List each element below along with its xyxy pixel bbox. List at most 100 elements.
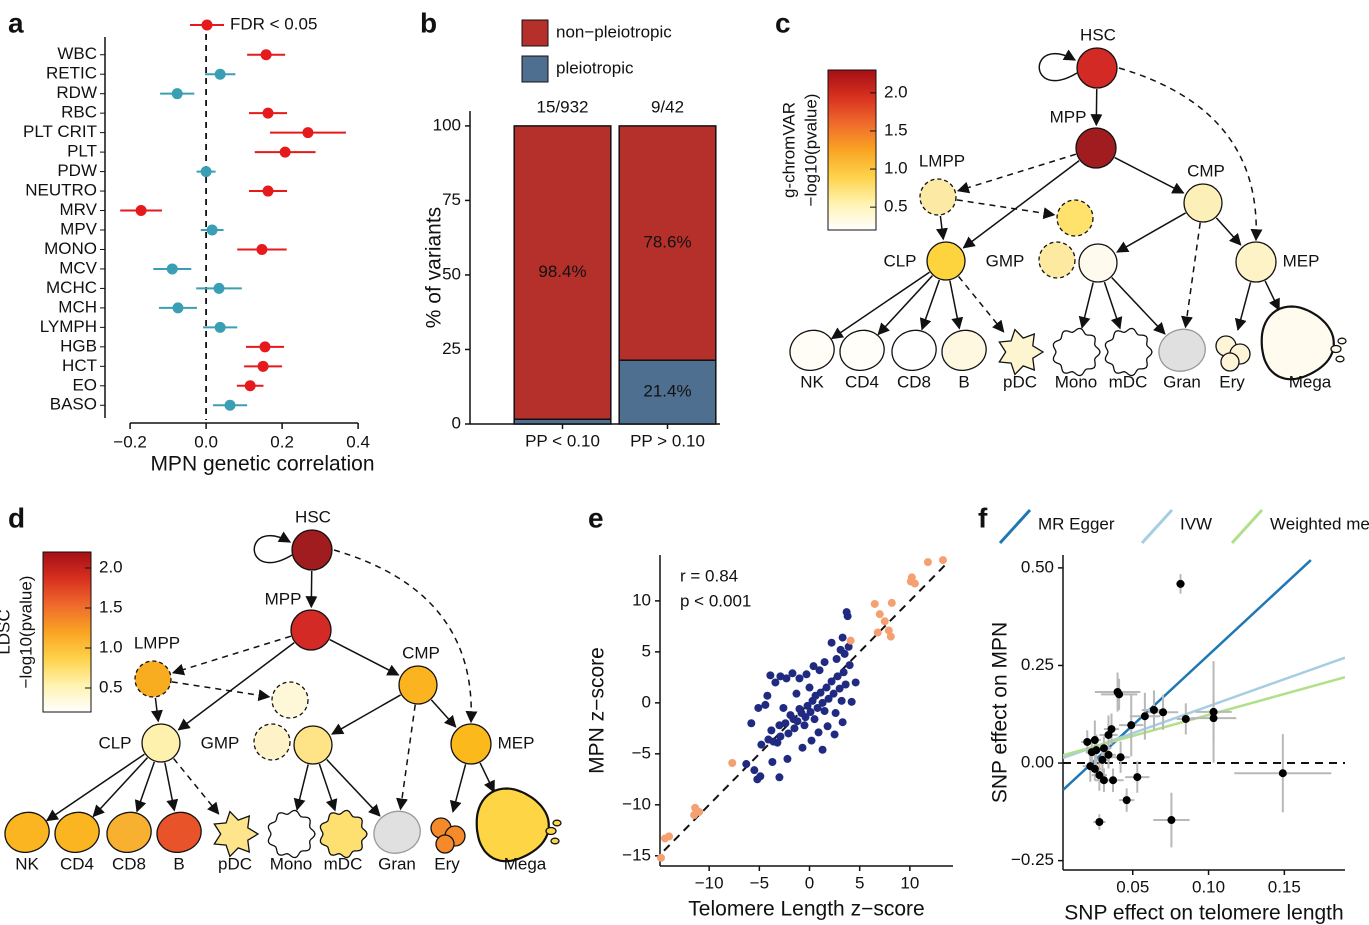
edge — [396, 704, 416, 811]
point — [1149, 705, 1158, 714]
category-label: PLT CRIT — [23, 122, 97, 141]
y-tick-label: −15 — [622, 845, 651, 864]
x-tick-label: 5 — [855, 873, 864, 892]
point — [845, 661, 854, 670]
cell-node — [1078, 243, 1118, 283]
x-axis-title: MPN genetic correlation — [150, 453, 374, 476]
point — [1099, 744, 1108, 753]
node-label: MPP — [265, 589, 302, 608]
point — [1090, 764, 1099, 773]
node-label: Mega — [1289, 372, 1332, 391]
point — [166, 263, 178, 275]
point — [1278, 769, 1287, 778]
colorbar-tick-label: 1.0 — [99, 637, 123, 656]
point — [1095, 817, 1104, 826]
node-label: mDC — [1109, 372, 1148, 391]
top-label: 9/42 — [651, 97, 684, 116]
point — [880, 617, 889, 626]
point — [665, 832, 674, 841]
colorbar-tick-label: 0.5 — [884, 197, 908, 216]
point — [1176, 579, 1185, 588]
point — [1104, 750, 1113, 759]
node-label: CMP — [402, 643, 440, 662]
edge — [962, 160, 1080, 249]
point — [836, 645, 845, 654]
category-label: LYMPH — [40, 317, 97, 336]
point — [837, 696, 846, 705]
node-label: Ery — [434, 854, 460, 873]
node-label: NK — [800, 372, 824, 391]
y-axis-title: SNP effect on MPN — [989, 622, 1012, 803]
edge — [164, 762, 179, 812]
node-label: GMP — [986, 251, 1025, 270]
legend-label: non−pleiotropic — [556, 22, 672, 41]
point — [830, 730, 839, 739]
edge — [171, 635, 292, 676]
point — [792, 689, 801, 698]
node-label: pDC — [218, 854, 252, 873]
point — [1140, 712, 1149, 721]
value-label: 98.4% — [538, 262, 586, 281]
edge — [479, 762, 495, 793]
point — [302, 127, 314, 139]
cell-node — [1076, 47, 1118, 89]
x-tick-label: 0.0 — [194, 432, 218, 451]
point — [260, 49, 272, 61]
cell-node — [926, 241, 966, 281]
point — [1181, 714, 1190, 723]
point — [824, 694, 833, 703]
point — [1209, 714, 1218, 723]
point — [779, 703, 788, 712]
node-label: mDC — [324, 854, 363, 873]
cell-node — [267, 809, 316, 859]
cell-node — [1220, 352, 1240, 372]
legend-label: pleiotropic — [556, 58, 634, 77]
point — [747, 719, 756, 728]
point — [171, 88, 183, 100]
colorbar — [827, 69, 877, 231]
edge — [1215, 217, 1242, 246]
point — [793, 717, 802, 726]
edge — [331, 694, 402, 735]
category-label: MRV — [60, 200, 98, 219]
point — [875, 610, 884, 619]
x-tick-label: 0.4 — [346, 432, 370, 451]
point — [838, 718, 847, 727]
category-label: RETIC — [46, 64, 97, 83]
point — [822, 683, 831, 692]
point — [214, 321, 226, 333]
cell-node — [1235, 241, 1277, 283]
point — [1107, 725, 1116, 734]
point — [795, 674, 804, 683]
edge — [830, 271, 930, 340]
point — [887, 598, 896, 607]
cell-node — [435, 834, 455, 854]
point — [742, 760, 751, 769]
point — [820, 658, 829, 667]
node-label: Mono — [1055, 372, 1098, 391]
cell-node — [54, 811, 100, 854]
category-label: MCHC — [46, 278, 97, 297]
colorbar-tick-label: 0.5 — [99, 677, 123, 696]
category-label: MPV — [60, 219, 98, 238]
point — [783, 754, 792, 763]
category-label: NEUTRO — [25, 181, 97, 200]
category-label: RBC — [61, 103, 97, 122]
category-label: PDW — [57, 161, 97, 180]
edge — [45, 753, 145, 822]
edge — [1118, 67, 1263, 242]
value-label: 21.4% — [643, 382, 691, 401]
point — [906, 577, 915, 586]
point — [1115, 690, 1124, 699]
node-label: CD8 — [112, 854, 146, 873]
bar-segment — [513, 125, 612, 420]
panel-label: e — [588, 502, 604, 533]
cell-node — [106, 811, 152, 854]
point — [771, 678, 780, 687]
value-label: 78.6% — [643, 233, 691, 252]
x-tick-label: PP < 0.10 — [525, 431, 600, 450]
cell-fragment — [545, 826, 557, 836]
x-tick-label: 0.05 — [1116, 877, 1149, 896]
category-label: RDW — [56, 83, 97, 102]
point — [213, 282, 225, 294]
